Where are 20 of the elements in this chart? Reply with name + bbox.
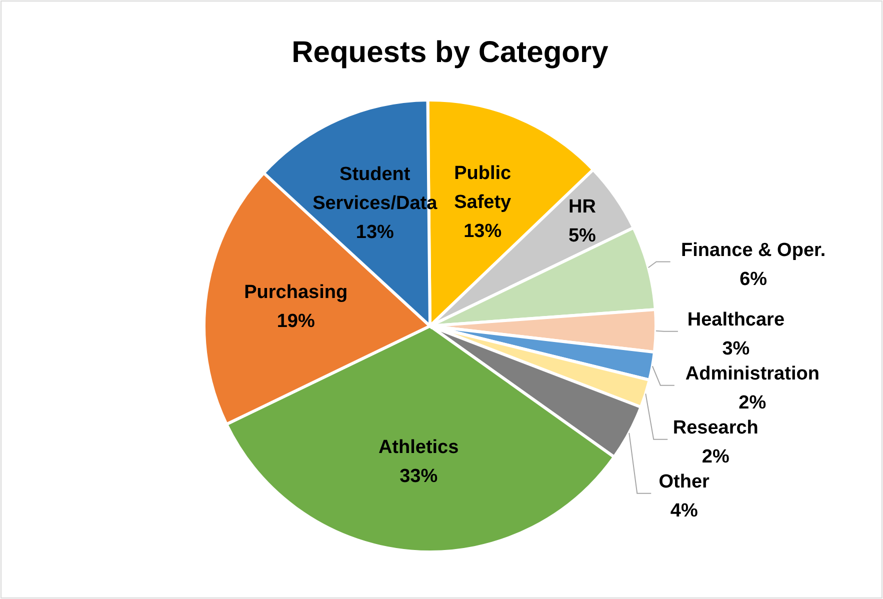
data-label: 3%: [722, 338, 750, 360]
slice-label: Finance & Oper.: [681, 240, 826, 261]
data-label: 2%: [738, 392, 766, 414]
chart-title: Requests by Category: [292, 36, 609, 69]
slice-label: Public Safety: [454, 163, 512, 214]
data-label: 19%: [276, 311, 315, 332]
data-label: 33%: [400, 466, 438, 488]
slice-label: Purchasing: [244, 282, 348, 304]
data-label: 13%: [464, 221, 502, 242]
slice-label: Other: [658, 471, 710, 492]
slice-label: Athletics: [378, 437, 459, 458]
slice-label: Healthcare: [687, 309, 785, 330]
data-label: 6%: [740, 268, 768, 290]
slice-label: HR: [568, 196, 596, 218]
data-label: 5%: [568, 225, 596, 246]
slice-label: Administration: [685, 363, 820, 384]
data-label: 2%: [702, 446, 730, 468]
data-label: 4%: [670, 500, 698, 522]
slice-label: Research: [672, 417, 758, 438]
data-label: 13%: [356, 222, 394, 244]
